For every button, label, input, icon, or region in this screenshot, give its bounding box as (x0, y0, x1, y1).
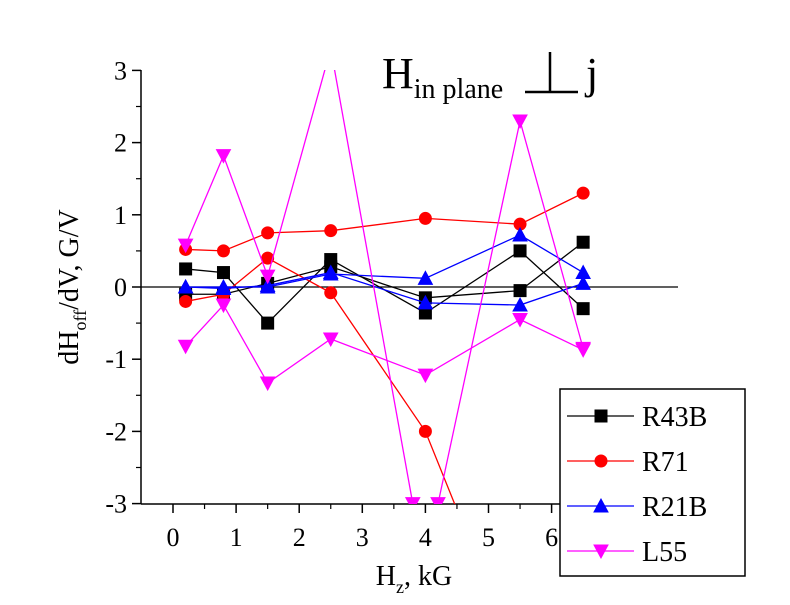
y-tick-label: -2 (105, 417, 127, 446)
ticks (132, 69, 584, 513)
chart-title: Hin plane (382, 49, 503, 105)
legend-label: R43B (642, 402, 707, 433)
x-axis-label-main: H (376, 561, 396, 592)
data-point-r71 (324, 224, 338, 238)
series-group (177, 70, 591, 504)
data-point-l55 (259, 376, 276, 392)
legend-marker (594, 454, 608, 468)
x-tick-label: 3 (356, 523, 369, 552)
perpendicular-symbol (525, 52, 578, 94)
legend-marker (593, 544, 609, 560)
x-axis-label-rest: , kG (404, 561, 452, 592)
data-point-l55 (215, 298, 232, 314)
data-point-r21b (322, 264, 339, 280)
tick-labels: 0 1 2 3 4 5 6 -3 -2 -1 0 1 2 3 (105, 56, 558, 552)
legend-marker (594, 409, 608, 423)
data-point-l55 (177, 238, 194, 254)
series-line-r21b-1 (185, 234, 584, 288)
y-axis-label-main: dH (54, 331, 85, 365)
series-l55 (177, 70, 591, 504)
y-axis-label-rest: /dV, G/V (54, 209, 85, 310)
data-point-l55 (259, 269, 276, 285)
data-point-l55 (404, 497, 421, 504)
legend-item-r71: R71 (567, 447, 689, 478)
data-point-l55 (177, 339, 194, 355)
data-point-r71 (324, 286, 338, 300)
x-axis-label: Hz, kG (376, 561, 452, 597)
data-point-r71 (418, 211, 432, 225)
data-point-r43b (216, 266, 230, 280)
data-point-r21b (512, 296, 528, 312)
x-tick-label: 5 (482, 523, 495, 552)
data-point-r21b (417, 270, 434, 285)
data-point-r21b (417, 294, 434, 310)
data-point-r43b (576, 302, 590, 316)
legend-box (559, 388, 746, 577)
x-tick-label: 0 (167, 523, 180, 552)
x-tick-label: 6 (545, 523, 558, 552)
series-r21b (177, 226, 591, 312)
title-tail: j (584, 49, 598, 98)
data-point-r71 (216, 244, 230, 258)
data-point-l55 (417, 368, 434, 384)
data-point-r71 (179, 294, 193, 308)
legend-label: R21B (642, 492, 707, 523)
x-tick-label: 1 (230, 523, 243, 552)
legend-label: R71 (642, 447, 689, 478)
legend: R43B R71 R21B L55 (559, 388, 746, 577)
title-main: H (382, 49, 414, 98)
data-point-r71 (261, 226, 275, 240)
y-tick-label: 2 (114, 129, 127, 158)
data-point-r43b (513, 244, 527, 258)
series-r71 (179, 186, 590, 504)
y-axis-label-sub: off (70, 310, 90, 331)
y-tick-label: -3 (105, 490, 127, 519)
legend-item-l55: L55 (567, 537, 687, 568)
data-point-l55 (430, 497, 446, 504)
data-point-l55 (512, 114, 528, 129)
y-tick-label: 0 (114, 273, 127, 302)
data-point-r71 (576, 186, 590, 200)
data-point-r21b (575, 275, 591, 290)
y-tick-label: 1 (114, 201, 127, 230)
y-axis-label: dHoff/dV, G/V (54, 209, 90, 365)
data-point-r21b (177, 278, 194, 294)
data-point-l55 (512, 312, 528, 328)
data-point-r43b (261, 316, 275, 330)
legend-marker (593, 497, 609, 513)
x-tick-label: 2 (293, 523, 306, 552)
title-sub: in plane (414, 74, 503, 105)
legend-label: L55 (642, 537, 687, 568)
series-r43b (179, 235, 590, 330)
data-point-l55 (215, 149, 232, 164)
y-tick-label: -1 (105, 345, 127, 374)
data-point-r71 (418, 424, 432, 438)
data-point-r21b (215, 280, 232, 295)
data-point-r43b (513, 284, 527, 298)
data-point-r21b (512, 226, 528, 242)
data-point-l55 (322, 332, 339, 348)
legend-item-r21b: R21B (567, 492, 707, 523)
legend-item-r43b: R43B (567, 402, 707, 433)
x-axis-label-sub: z (396, 577, 404, 597)
x-tick-label: 4 (419, 523, 432, 552)
y-tick-label: 3 (114, 56, 127, 85)
data-point-l55 (575, 343, 591, 358)
data-point-r21b (259, 277, 276, 293)
data-point-r43b (179, 262, 193, 276)
data-point-r43b (576, 235, 590, 249)
